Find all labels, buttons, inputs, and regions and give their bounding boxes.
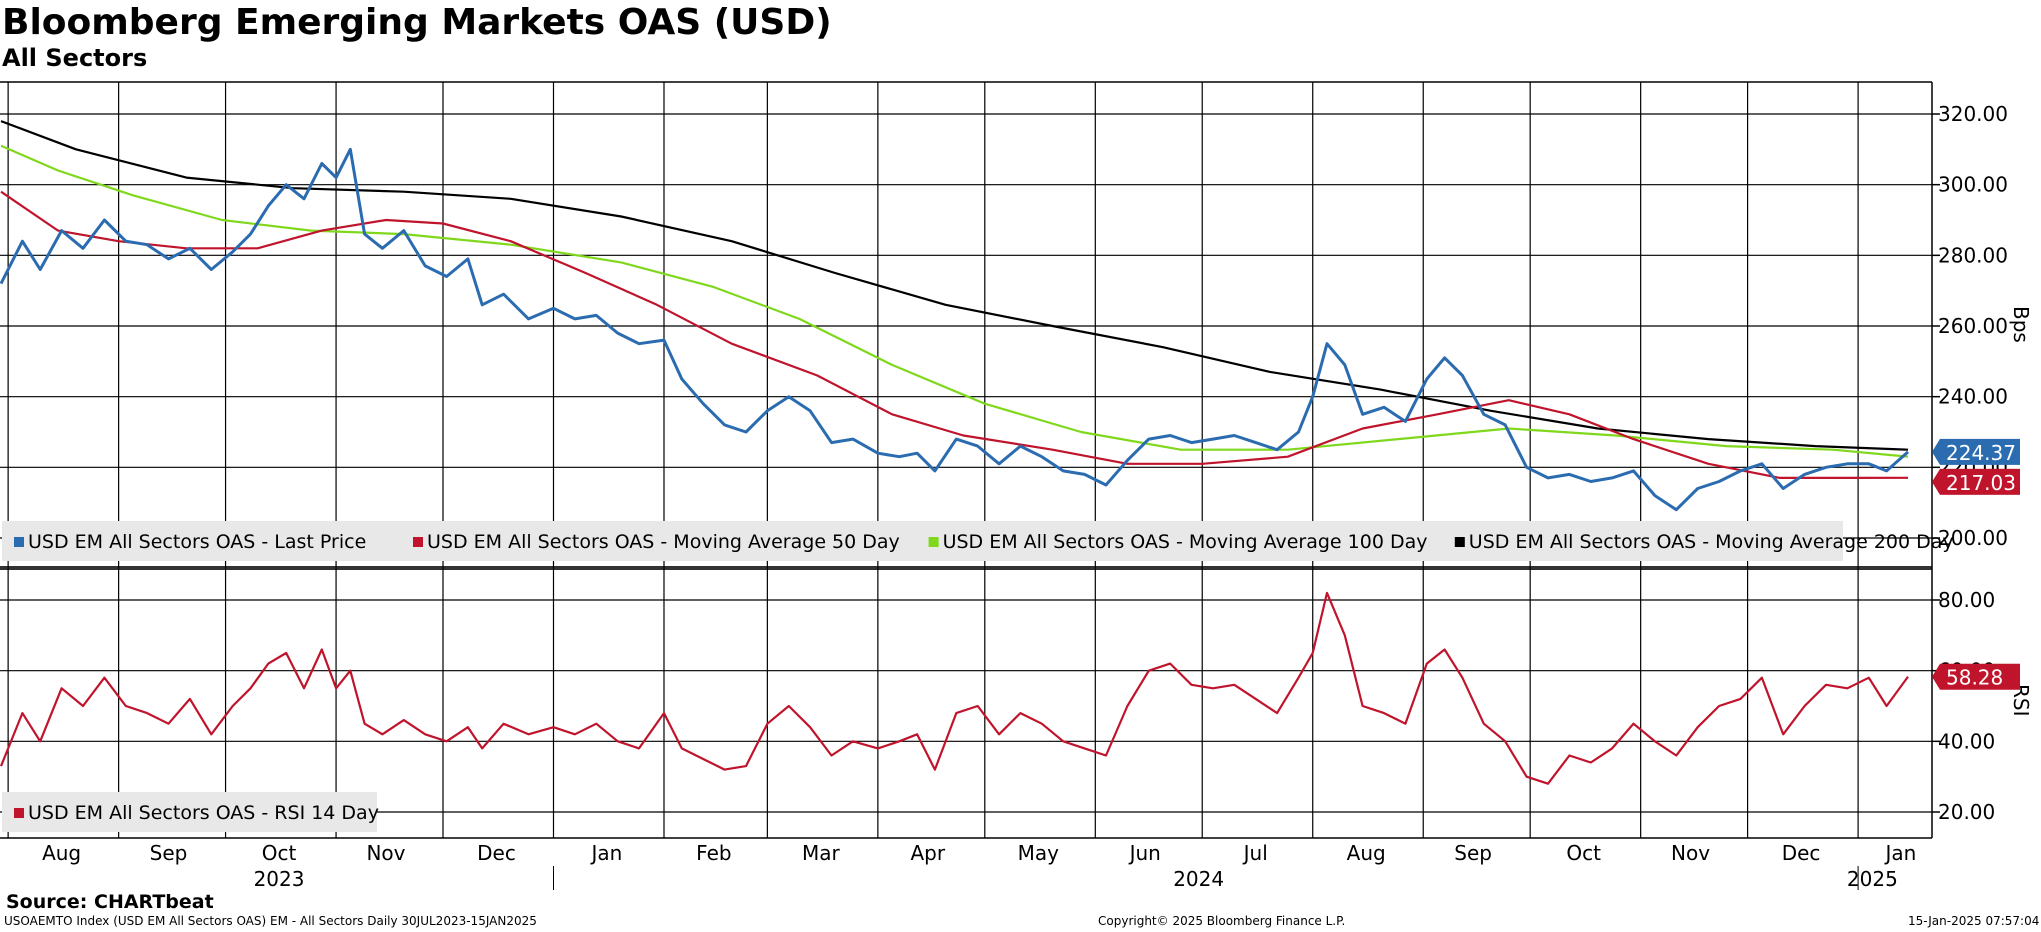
rsi-legend-bg xyxy=(2,792,377,832)
rsi-tag-pointer xyxy=(1932,663,1940,690)
price-legend-bg xyxy=(2,521,1843,561)
rsi-tag-box xyxy=(1940,663,2020,690)
footer-timestamp: 15-Jan-2025 07:57:04 xyxy=(1908,914,2040,928)
x-month-label: Jan xyxy=(590,841,623,865)
ma50-tag-pointer xyxy=(1932,468,1940,495)
rsi-tick-label: 40.00 xyxy=(1938,729,1995,753)
x-year-label: 2023 xyxy=(254,867,305,891)
x-month-label: Dec xyxy=(1782,841,1821,865)
chart-subtitle: All Sectors xyxy=(2,44,148,72)
x-month-label: Oct xyxy=(1566,841,1601,865)
last-price-line xyxy=(0,147,1909,512)
rsi-tag-text: 58.28 xyxy=(1946,666,2003,690)
ma50-tag-box xyxy=(1940,468,2020,495)
legend-swatch-ma200 xyxy=(1454,537,1465,547)
legend-label-rsi: USD EM All Sectors OAS - RSI 14 Day xyxy=(28,802,379,824)
x-month-label: Sep xyxy=(1454,841,1492,865)
legend-swatch-ma50 xyxy=(413,537,423,547)
x-month-label: Mar xyxy=(802,841,841,865)
legend-swatch-ma100 xyxy=(928,537,939,547)
x-month-label: Sep xyxy=(150,841,188,865)
price-tick-label: 280.00 xyxy=(1938,243,2008,267)
panel-separator xyxy=(0,566,1932,570)
ma50-line xyxy=(0,190,1909,479)
last-price-tag-text: 224.37 xyxy=(1946,441,2016,465)
legend-layer: USD EM All Sectors OAS - Last Price USD E… xyxy=(2,521,1954,832)
last-price-tag: 224.37 xyxy=(1932,438,2020,465)
rsi-tick-label: 20.00 xyxy=(1938,800,1995,824)
legend-label-last_price: USD EM All Sectors OAS - Last Price xyxy=(28,531,366,553)
x-year-label: 2025 xyxy=(1847,867,1898,891)
x-month-label: Jul xyxy=(1242,841,1268,865)
rsi-tag: 58.28 xyxy=(1932,663,2020,690)
rsi-line xyxy=(0,591,1909,785)
last-price-tag-box xyxy=(1940,438,2020,465)
x-month-label: Nov xyxy=(1671,841,1710,865)
ma200-line xyxy=(0,120,1909,451)
price-tick-label: 240.00 xyxy=(1938,385,2008,409)
axis-layer: 200.00220.00240.00260.00280.00300.00320.… xyxy=(42,102,2033,891)
legend-swatch-last_price xyxy=(14,537,24,547)
ma50-tag: 217.03 xyxy=(1932,468,2020,495)
x-year-label: 2024 xyxy=(1173,867,1224,891)
ma100-line xyxy=(0,144,1909,458)
x-month-label: Jun xyxy=(1128,841,1161,865)
footer-ticker-info: USOAEMTO Index (USD EM All Sectors OAS) … xyxy=(4,914,537,928)
x-month-label: Aug xyxy=(42,841,81,865)
source-note: Source: CHARTbeat xyxy=(6,891,214,913)
x-month-label: May xyxy=(1018,841,1060,865)
legend-label-ma200: USD EM All Sectors OAS - Moving Average … xyxy=(1469,531,1954,553)
x-month-label: Apr xyxy=(910,841,945,865)
footer-copyright: Copyright© 2025 Bloomberg Finance L.P. xyxy=(1098,914,1346,928)
legend-label-ma100: USD EM All Sectors OAS - Moving Average … xyxy=(943,531,1428,553)
x-month-label: Jan xyxy=(1883,841,1916,865)
price-tick-label: 260.00 xyxy=(1938,314,2008,338)
last-price-tag-pointer xyxy=(1932,438,1940,465)
x-month-label: Oct xyxy=(262,841,297,865)
series-layer xyxy=(0,120,1909,785)
ma50-tag-text: 217.03 xyxy=(1946,471,2016,495)
chart-title: Bloomberg Emerging Markets OAS (USD) xyxy=(2,2,832,43)
grid-layer xyxy=(0,81,1933,839)
legend-label-ma50: USD EM All Sectors OAS - Moving Average … xyxy=(427,531,900,553)
x-month-label: Aug xyxy=(1347,841,1386,865)
x-month-label: Nov xyxy=(366,841,405,865)
x-month-label: Feb xyxy=(696,841,731,865)
price-tick-label: 320.00 xyxy=(1938,102,2008,126)
legend-swatch-rsi xyxy=(14,808,24,818)
rsi-tick-label: 80.00 xyxy=(1938,588,1995,612)
price-axis-title: Bps xyxy=(2009,306,2033,343)
price-tick-label: 300.00 xyxy=(1938,173,2008,197)
x-month-label: Dec xyxy=(477,841,516,865)
price-tick-label: 200.00 xyxy=(1938,526,2008,550)
